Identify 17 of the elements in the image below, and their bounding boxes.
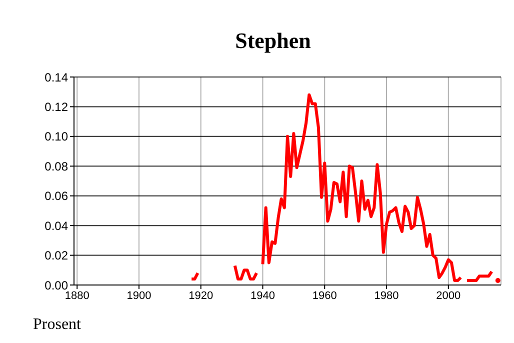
x-tick-label: 1960: [312, 290, 337, 302]
y-tick-label: 0.12: [44, 100, 68, 114]
x-tick-label: 1900: [126, 290, 152, 302]
x-tick-label: 1880: [64, 290, 90, 302]
y-tick-label: 0.14: [44, 70, 68, 84]
x-tick-label: 1980: [374, 290, 399, 302]
y-tick-label: 0.08: [44, 159, 68, 174]
y-tick-label: 0.10: [44, 130, 68, 144]
y-tick-label: 0.00: [44, 278, 68, 292]
x-tick-label: 1920: [188, 290, 214, 302]
chart-title: Stephen: [234, 28, 312, 54]
y-tick-label: 0.02: [44, 248, 68, 263]
x-tick-label: 2000: [436, 290, 461, 302]
y-axis-title: Prosent: [33, 316, 81, 334]
y-tick-label: 0.06: [44, 189, 68, 204]
y-tick-label: 0.04: [44, 218, 68, 233]
x-tick-label: 1940: [250, 290, 275, 302]
